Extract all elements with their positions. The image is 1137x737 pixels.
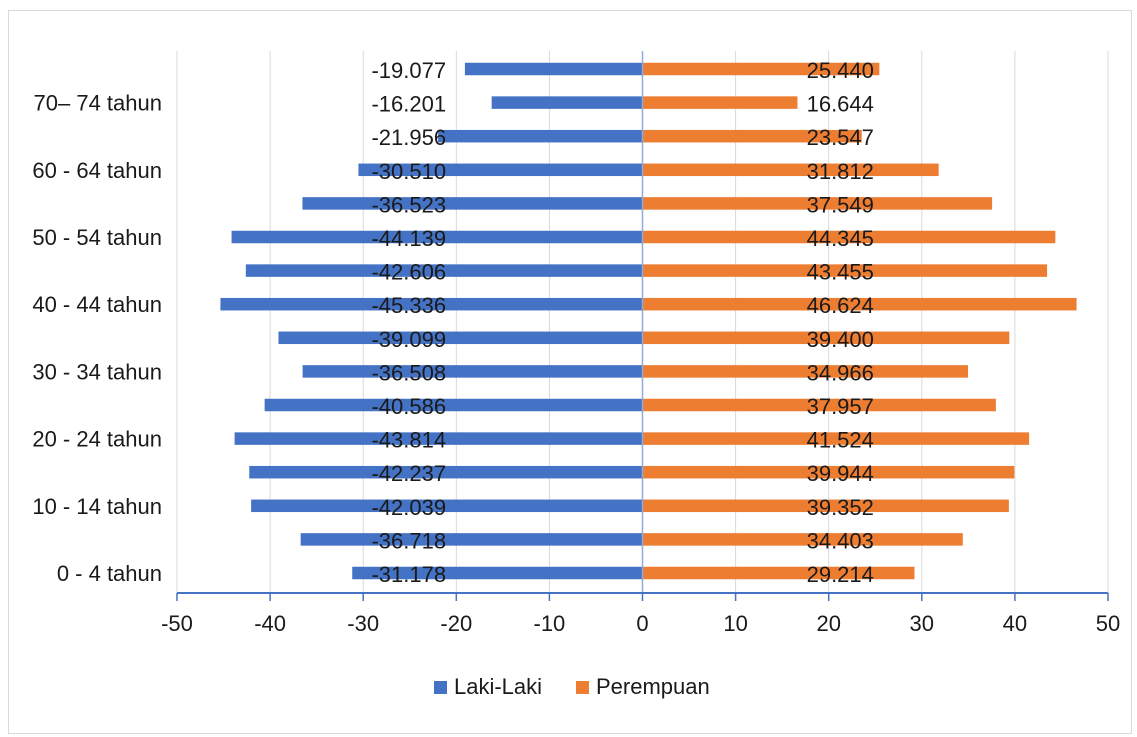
- data-label-perempuan: 41.524: [807, 428, 874, 453]
- data-label-laki-laki: -42.237: [371, 461, 446, 486]
- category-label: 30 - 34 tahun: [32, 359, 162, 384]
- bar-laki-laki: [231, 230, 643, 244]
- data-label-perempuan: 31.812: [807, 159, 874, 184]
- legend: Laki-Laki Perempuan: [434, 674, 710, 699]
- category-labels: 0 - 4 tahun 10 - 14 tahun 20 - 24 tahun 30 …: [32, 91, 162, 586]
- bar-perempuan: [642, 297, 1077, 311]
- data-label-laki-laki: -43.814: [371, 428, 446, 453]
- data-label-perempuan: 16.644: [807, 92, 874, 117]
- legend-label-laki-laki: Laki-Laki: [454, 674, 542, 699]
- bar-perempuan: [642, 566, 915, 580]
- bar-laki-laki: [249, 465, 643, 479]
- x-axis: -50 -40 -30 -20 -10 0 10 20 30 40 50: [161, 51, 1120, 636]
- bar-perempuan: [642, 465, 1015, 479]
- legend-swatch-perempuan: [576, 681, 589, 694]
- data-label-perempuan: 29.214: [807, 562, 874, 587]
- x-tick-label: 0: [636, 611, 648, 636]
- bar-perempuan: [642, 62, 880, 76]
- data-label-perempuan: 43.455: [807, 260, 874, 285]
- x-tick-label: 40: [1003, 611, 1027, 636]
- x-tick-label: -10: [534, 611, 566, 636]
- category-label: 40 - 44 tahun: [32, 292, 162, 317]
- population-pyramid-chart: -50 -40 -30 -20 -10 0 10 20 30 40 50 0 - 4 tahun 10…: [32, 51, 1120, 699]
- x-tick-label: 30: [910, 611, 934, 636]
- data-label-laki-laki: -31.178: [371, 562, 446, 587]
- category-label: 10 - 14 tahun: [32, 494, 162, 519]
- bar-laki-laki: [358, 163, 643, 177]
- data-label-perempuan: 39.352: [807, 495, 874, 520]
- x-tick-label: 20: [816, 611, 840, 636]
- data-label-laki-laki: -45.336: [371, 293, 446, 318]
- data-label-perempuan: 46.624: [807, 293, 874, 318]
- x-tick-label: -30: [347, 611, 379, 636]
- bar-laki-laki: [264, 398, 643, 412]
- data-label-laki-laki: -30.510: [371, 159, 446, 184]
- data-label-laki-laki: -42.606: [371, 260, 446, 285]
- data-label-laki-laki: -36.508: [371, 360, 446, 385]
- bar-laki-laki: [302, 197, 643, 210]
- data-label-laki-laki: -16.201: [371, 92, 446, 117]
- data-label-laki-laki: -21.956: [371, 125, 446, 150]
- bar-perempuan: [642, 96, 798, 109]
- bar-perempuan: [642, 197, 993, 210]
- data-label-laki-laki: -36.718: [371, 528, 446, 553]
- bar-perempuan: [642, 533, 963, 546]
- category-label: 60 - 64 tahun: [32, 158, 162, 183]
- data-label-perempuan: 25.440: [807, 58, 874, 83]
- bar-perempuan: [642, 398, 996, 412]
- legend-label-perempuan: Perempuan: [596, 674, 710, 699]
- data-label-laki-laki: -44.139: [371, 226, 446, 251]
- bar-laki-laki: [302, 365, 643, 378]
- data-label-laki-laki: -39.099: [371, 327, 446, 352]
- bar-laki-laki: [300, 533, 643, 546]
- category-label: 50 - 54 tahun: [32, 225, 162, 250]
- bar-perempuan: [642, 264, 1048, 277]
- bar-laki-laki: [278, 331, 643, 345]
- data-label-perempuan: 23.547: [807, 125, 874, 150]
- bar-perempuan: [642, 499, 1009, 513]
- data-label-perempuan: 37.957: [807, 394, 874, 419]
- data-label-perempuan: 34.966: [807, 360, 874, 385]
- category-label: 20 - 24 tahun: [32, 427, 162, 452]
- legend-swatch-laki-laki: [434, 681, 447, 694]
- x-tick-label: 50: [1096, 611, 1120, 636]
- bar-laki-laki: [251, 499, 643, 513]
- bar-laki-laki: [220, 297, 643, 311]
- category-label: 70– 74 tahun: [34, 91, 162, 116]
- data-label-laki-laki: -40.586: [371, 394, 446, 419]
- x-tick-label: -20: [440, 611, 472, 636]
- data-label-perempuan: 39.944: [807, 461, 874, 486]
- bar-perempuan: [642, 230, 1056, 244]
- bar-laki-laki: [245, 264, 643, 277]
- bars: [220, 62, 1077, 580]
- bar-laki-laki: [491, 96, 643, 109]
- bar-laki-laki: [234, 432, 643, 445]
- category-label: 0 - 4 tahun: [57, 561, 162, 586]
- bar-laki-laki: [438, 129, 643, 143]
- data-labels: -31.178 -36.718 -42.039 -42.237 -43.814 -40.5…: [371, 58, 873, 587]
- x-tick-label: 10: [723, 611, 747, 636]
- data-label-laki-laki: -19.077: [371, 58, 446, 83]
- bar-perempuan: [642, 129, 862, 143]
- bar-perempuan: [642, 163, 939, 177]
- x-tick-label: -40: [254, 611, 286, 636]
- data-label-perempuan: 37.549: [807, 192, 874, 217]
- data-label-perempuan: 44.345: [807, 226, 874, 251]
- data-label-perempuan: 34.403: [807, 528, 874, 553]
- bar-laki-laki: [352, 566, 643, 580]
- x-tick-label: -50: [161, 611, 193, 636]
- bar-perempuan: [642, 432, 1030, 445]
- data-label-laki-laki: -36.523: [371, 192, 446, 217]
- bar-laki-laki: [464, 62, 643, 76]
- data-label-laki-laki: -42.039: [371, 495, 446, 520]
- chart-frame: -50 -40 -30 -20 -10 0 10 20 30 40 50 0 - 4 tahun 10…: [8, 10, 1132, 734]
- bar-perempuan: [642, 331, 1010, 345]
- bar-perempuan: [642, 365, 969, 378]
- data-label-perempuan: 39.400: [807, 327, 874, 352]
